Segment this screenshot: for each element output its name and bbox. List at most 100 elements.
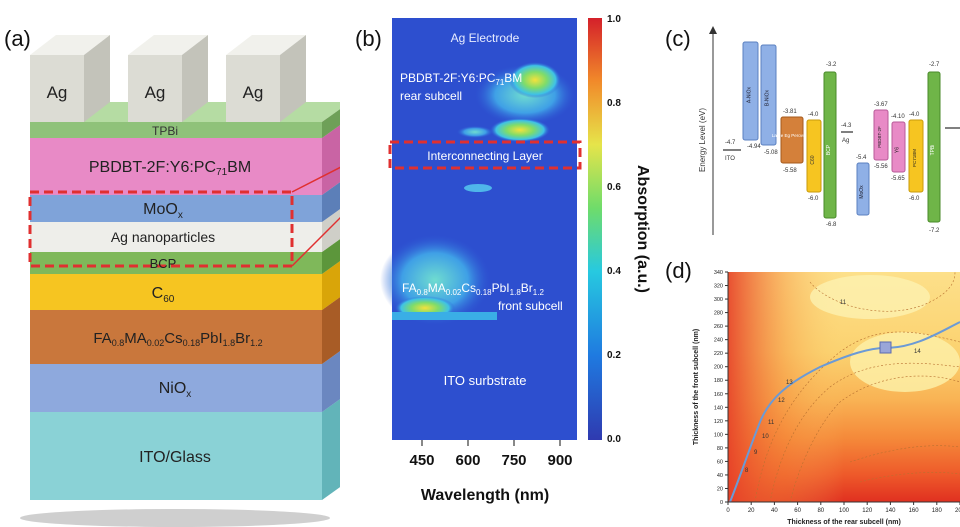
contour-xtick-label: 140 <box>885 508 896 514</box>
contour-ytick-label: 300 <box>714 297 723 303</box>
label-interconnect: Interconnecting Layer <box>427 149 542 163</box>
contour-ytick-label: 240 <box>714 338 723 344</box>
ito-name: ITO <box>725 156 735 162</box>
contour-line-5 <box>849 445 960 463</box>
b-niox-bar <box>760 44 777 146</box>
cbar-tick-0.8: 0.8 <box>607 98 621 109</box>
tpbi-bar <box>927 71 941 223</box>
y6-name: Y6 <box>895 147 901 153</box>
contour-xtick-label: 100 <box>839 508 850 514</box>
contour-ytick-label: 140 <box>714 405 723 411</box>
electrode-label-1: Ag <box>47 83 68 102</box>
interconnect-highlight-box <box>28 190 294 268</box>
contour-label-10: 10 <box>762 434 769 440</box>
contour-xtick-label: 160 <box>909 508 920 514</box>
contour-ytick-label: 260 <box>714 324 723 330</box>
ag-electrode-2 <box>128 35 208 122</box>
front-edge-band <box>392 312 497 320</box>
contour-xtick-label: 20 <box>748 508 755 514</box>
connector-line-bottom <box>291 216 340 267</box>
contour-line-1 <box>789 375 960 503</box>
contour-ytick-label: 280 <box>714 311 723 317</box>
bcp-value-bottom: -6.8 <box>826 222 837 228</box>
contour-xtick-label: 0 <box>726 508 730 514</box>
contour-xtick-label: 200 <box>955 508 960 514</box>
optimum-path-line <box>729 321 960 503</box>
electrode-label-3: Ag <box>243 83 264 102</box>
tpbi-value-bottom: -7.2 <box>929 228 940 234</box>
contour-xtick-label: 40 <box>771 508 778 514</box>
pbdbt-value-bottom: -5.56 <box>874 164 888 170</box>
contour-ytick-label: 340 <box>714 270 723 276</box>
a-niox-name: A-NiOx <box>747 86 753 103</box>
c60-value-top: -4.0 <box>808 112 819 118</box>
cbar-tick-0.6: 0.6 <box>607 182 621 193</box>
contour-ytick-label: 320 <box>714 284 723 290</box>
contour-ytick-label: 200 <box>714 365 723 371</box>
connector-line-top <box>291 166 340 193</box>
layer-label-ag-np: Ag nanoparticles <box>111 229 215 245</box>
contour-ytick-label: 0 <box>720 500 723 506</box>
contour-yticks: 0 20 40 60 80 100 120 140 160 180 200 220 240 260 280 3… <box>714 270 728 506</box>
contour-xtick-label: 180 <box>932 508 943 514</box>
label-rear-material: PBDBT-2F:Y6:PC71BM <box>400 71 522 87</box>
panel-label-b: (b) <box>355 26 382 51</box>
label-front-subcell: front subcell <box>498 299 563 313</box>
label-ag-electrode: Ag Electrode <box>451 31 520 45</box>
perovskite-name: Large Eg Perovskite <box>772 133 813 138</box>
contour-ytick-label: 220 <box>714 351 723 357</box>
xtick-750: 750 <box>501 452 526 469</box>
contour-xtick-label: 60 <box>794 508 801 514</box>
layer-label-pbdbt: PBDBT-2F:Y6:PC71BM <box>89 159 251 178</box>
b-niox-value: -5.08 <box>764 150 778 156</box>
electrode-label-2: Ag <box>145 83 166 102</box>
label-rear-subcell: rear subcell <box>400 89 462 103</box>
contour-ytick-label: 120 <box>714 419 723 425</box>
contour-ytick-label: 40 <box>717 473 723 479</box>
moox-bar <box>856 162 870 216</box>
map-xlabel: Wavelength (nm) <box>421 487 549 504</box>
contour-line-2 <box>769 362 960 503</box>
contour-label-11: 11 <box>768 420 775 426</box>
tpbi-value-top: -2.7 <box>929 62 940 68</box>
rear-lower-region <box>490 118 550 142</box>
bcp-name: BCP <box>826 144 832 155</box>
y6-bar <box>891 121 906 173</box>
energy-level-diagram: Energy Level (eV) -4.7 ITO A-NiOx -4.94 … <box>698 26 960 235</box>
c60-value-bottom: -6.0 <box>808 196 819 202</box>
panel-label-c: (c) <box>665 26 691 51</box>
c60-bar <box>806 119 822 193</box>
contour-plot: 11 14 13 12 11 10 9 8 0 20 40 60 80 100 120 140… <box>693 270 960 526</box>
contour-ytick-label: 100 <box>714 432 723 438</box>
contour-ytick-label: 20 <box>717 486 723 492</box>
cbar-tick-0.0: 0.0 <box>607 434 621 445</box>
pbdbt-value-top: -3.67 <box>874 102 888 108</box>
layer-label-tpbi: TPBi <box>152 124 178 138</box>
stack-shadow <box>20 509 330 527</box>
contour-label-14: 14 <box>914 349 921 355</box>
contour-xlabel: Thickness of the rear subcell (nm) <box>787 519 901 526</box>
rear-peak-region <box>509 62 561 98</box>
layer-label-niox: NiOx <box>159 380 192 400</box>
contour-line-3 <box>754 331 960 503</box>
panel-label-a: (a) <box>4 26 31 51</box>
contour-xtick-label: 120 <box>862 508 873 514</box>
contour-label-12: 12 <box>778 398 785 404</box>
ag-electrode-3 <box>226 35 306 122</box>
contour-label-9: 9 <box>754 450 758 456</box>
perovskite-cb: -3.81 <box>783 109 797 115</box>
contour-label-8: 8 <box>745 468 749 474</box>
contour-label-13: 13 <box>786 380 793 386</box>
contour-peak-top <box>810 275 930 319</box>
pc71bm-bar <box>908 119 924 193</box>
ag-level-name: Ag <box>842 138 849 144</box>
tpbi-name: TPBi <box>930 145 936 156</box>
contour-ylabel: Thickness of the front subcell (nm) <box>693 329 700 445</box>
bcp-value-top: -3.2 <box>826 62 837 68</box>
contour-ytick-label: 80 <box>717 446 723 452</box>
interconnect-box <box>388 140 582 170</box>
rear-left-region <box>457 126 493 138</box>
perovskite-vb: -5.58 <box>783 168 797 174</box>
layer-label-perovskite: FA0.8MA0.02Cs0.18PbI1.8Br1.2 <box>93 330 262 348</box>
cbar-tick-1.0: 1.0 <box>607 14 621 25</box>
